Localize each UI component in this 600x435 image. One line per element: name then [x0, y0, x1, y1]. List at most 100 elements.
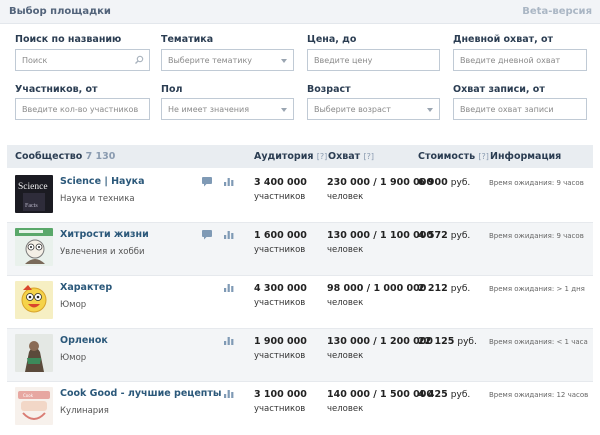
audience-unit: участников — [254, 192, 306, 202]
community-category: Наука и техника — [60, 194, 135, 204]
community-name-link[interactable]: Science | Наука — [60, 176, 145, 187]
wait-time: Время ожидания: 12 часов — [489, 391, 589, 399]
column-reach: Охват [?] — [328, 151, 374, 162]
svg-text:Cook: Cook — [23, 393, 34, 398]
cost-value: 4 572 руб. — [418, 230, 471, 241]
filter-select[interactable]: Выберите тематику — [161, 49, 294, 71]
table-row[interactable]: Хитрости жизни Увлечения и хобби 1 600 000… — [7, 222, 593, 275]
filter-input[interactable]: Введите охват записи — [453, 98, 587, 120]
wait-time: Время ожидания: 9 часов — [489, 232, 584, 240]
audience-unit: участников — [254, 298, 306, 308]
filter-select[interactable]: Выберите возраст — [307, 98, 440, 120]
community-category: Юмор — [60, 300, 87, 310]
cost-help-link[interactable]: [?] — [478, 152, 489, 161]
stats-icon[interactable] — [223, 282, 235, 293]
cost-value: 6 900 руб. — [418, 177, 471, 188]
audience-help-link[interactable]: [?] — [316, 152, 328, 161]
stats-icon[interactable] — [223, 388, 235, 399]
filter-label: Пол — [161, 84, 183, 95]
filter-input[interactable]: Введите цену — [307, 49, 440, 71]
beta-badge: Beta-версия — [522, 6, 592, 17]
community-name-link[interactable]: Cook Good - лучшие рецепты — [60, 388, 222, 399]
community-avatar[interactable] — [15, 228, 53, 266]
chevron-down-icon — [281, 59, 287, 63]
reach-unit: человек — [327, 404, 364, 414]
filter-select[interactable]: Не имеет значения — [161, 98, 294, 120]
comment-icon[interactable] — [201, 176, 213, 187]
community-name-link[interactable]: Хитрости жизни — [60, 229, 149, 240]
filter-placeholder: Введите кол-во участников — [22, 105, 139, 114]
filter-input[interactable]: Введите кол-во участников — [15, 98, 150, 120]
filter-placeholder: Введите дневной охват — [460, 56, 561, 65]
filter-placeholder: Выберите возраст — [314, 105, 391, 114]
community-category: Кулинария — [60, 406, 109, 416]
community-avatar[interactable] — [15, 281, 53, 319]
cost-value: 22 125 руб. — [418, 336, 477, 347]
reach-value: 140 000 / 1 500 000 — [327, 389, 433, 400]
community-category: Юмор — [60, 353, 87, 363]
filter-placeholder: Введите цену — [314, 56, 373, 65]
table-row[interactable]: Science Facts Science | Наука Наука и техни… — [7, 169, 593, 222]
column-cost: Стоимость [?] — [418, 151, 489, 162]
audience-value: 1 900 000 — [254, 336, 307, 347]
table-row[interactable]: Cook Cook Good - лучшие рецепты Кулинария 3… — [7, 381, 593, 434]
wait-time: Время ожидания: 9 часов — [489, 179, 584, 187]
filter-placeholder: Введите охват записи — [460, 105, 554, 114]
page-header: Выбор площадки Beta-версия — [0, 0, 600, 24]
filter-label: Дневной охват, от — [453, 34, 554, 45]
audience-value: 3 100 000 — [254, 389, 307, 400]
reach-unit: человек — [327, 192, 364, 202]
search-input[interactable]: Поиск — [15, 49, 150, 71]
filter-label: Поиск по названию — [15, 34, 122, 45]
reach-unit: человек — [327, 245, 364, 255]
comment-icon[interactable] — [201, 229, 213, 240]
audience-unit: участников — [254, 404, 306, 414]
wait-time: Время ожидания: > 1 дня — [489, 285, 585, 293]
svg-text:Facts: Facts — [25, 203, 38, 209]
filter-label: Цена, до — [307, 34, 357, 45]
stats-icon[interactable] — [223, 176, 235, 187]
table-row[interactable]: Характер Юмор 4 300 000 участников 98 000 / … — [7, 275, 593, 328]
row-divider — [7, 275, 593, 276]
reach-unit: человек — [327, 298, 364, 308]
column-audience: Аудитория [?] — [254, 151, 328, 162]
filter-placeholder: Выберите тематику — [168, 56, 253, 65]
reach-help-link[interactable]: [?] — [363, 152, 374, 161]
svg-text:Science: Science — [18, 182, 48, 192]
filter-input[interactable]: Введите дневной охват — [453, 49, 587, 71]
community-avatar[interactable]: Cook — [15, 387, 53, 425]
audience-value: 3 400 000 — [254, 177, 307, 188]
row-divider — [7, 222, 593, 223]
reach-value: 130 000 / 1 100 000 — [327, 230, 433, 241]
reach-value: 130 000 / 1 200 000 — [327, 336, 433, 347]
reach-value: 230 000 / 1 900 000 — [327, 177, 433, 188]
column-community: Сообщество 7 130 — [15, 151, 116, 162]
community-avatar[interactable] — [15, 334, 53, 372]
search-icon — [135, 55, 144, 64]
reach-value: 98 000 / 1 000 000 — [327, 283, 427, 294]
community-count: 7 130 — [85, 151, 116, 162]
column-info: Информация — [490, 151, 562, 162]
cost-value: 4 425 руб. — [418, 389, 471, 400]
filter-label: Тематика — [161, 34, 214, 45]
audience-value: 4 300 000 — [254, 283, 307, 294]
page-title: Выбор площадки — [9, 6, 111, 17]
community-category: Увлечения и хобби — [60, 247, 145, 257]
filter-label: Охват записи, от — [453, 84, 545, 95]
audience-value: 1 600 000 — [254, 230, 307, 241]
row-divider — [7, 381, 593, 382]
stats-icon[interactable] — [223, 229, 235, 240]
community-avatar[interactable]: Science Facts — [15, 175, 53, 213]
community-name-link[interactable]: Характер — [60, 282, 113, 293]
table-header: Сообщество 7 130 Аудитория [?] Охват [?]… — [7, 145, 593, 168]
filter-label: Участников, от — [15, 84, 98, 95]
table-row[interactable]: Орленок Юмор 1 900 000 участников 130 000 / … — [7, 328, 593, 381]
audience-unit: участников — [254, 351, 306, 361]
audience-unit: участников — [254, 245, 306, 255]
row-divider — [7, 328, 593, 329]
stats-icon[interactable] — [223, 335, 235, 346]
filter-label: Возраст — [307, 84, 351, 95]
community-name-link[interactable]: Орленок — [60, 335, 108, 346]
chevron-down-icon — [281, 108, 287, 112]
wait-time: Время ожидания: < 1 часа — [489, 338, 588, 346]
